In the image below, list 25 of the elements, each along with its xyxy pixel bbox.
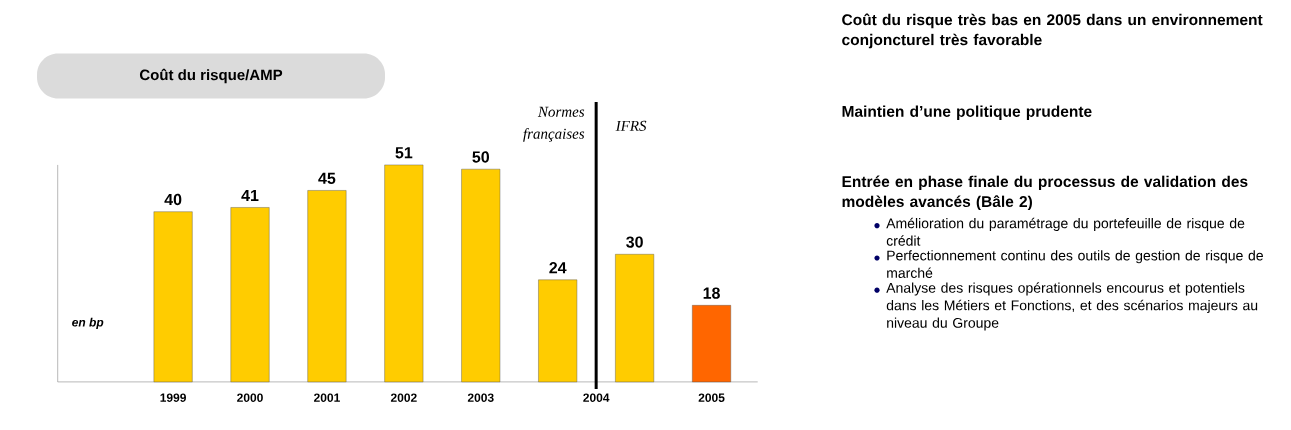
data-label: 30 xyxy=(626,236,643,248)
data-label: 51 xyxy=(395,147,413,159)
data-label: 18 xyxy=(703,287,720,299)
x-tick-label: 2002 xyxy=(390,393,417,402)
text: Maintien d’une politique prudente xyxy=(842,105,1092,120)
text: Coût du risque très bas en 2005 dans un environnement conjoncturel très favorable xyxy=(842,13,1263,49)
chart-title: Coût du risque/AMP xyxy=(139,68,283,84)
text: Amélioration du paramétrage du portefeuille de risque de crédit xyxy=(886,217,1245,246)
text: Entrée en phase finale du processus de validation des modèles avancés (Bâle 2) xyxy=(842,175,1248,211)
data-label: 41 xyxy=(241,189,259,201)
data-label: 24 xyxy=(549,262,567,274)
x-tick-label: 2001 xyxy=(314,393,340,402)
x-tick-label: 2003 xyxy=(467,393,494,402)
y-axis-title: en bp xyxy=(72,317,104,329)
data-label: 50 xyxy=(472,151,490,163)
data-label: 40 xyxy=(164,193,182,206)
ref-line-label: IFRS xyxy=(615,120,647,131)
data-label: 45 xyxy=(318,172,336,184)
x-tick-label: 2004 xyxy=(583,393,610,402)
x-tick-label: 1999 xyxy=(160,393,186,402)
annotation: Normes françaises xyxy=(523,106,585,142)
text: Analyse des risques opérationnels encourus et potentiels dans les Métiers et Fonctions, et des scénarios majeurs au niveau du Groupe xyxy=(886,282,1258,331)
text: Perfectionnement continu des outils de gestion de risque de marché xyxy=(887,250,1263,278)
x-tick-label: 2005 xyxy=(698,393,725,402)
x-tick-label: 2000 xyxy=(237,393,263,402)
